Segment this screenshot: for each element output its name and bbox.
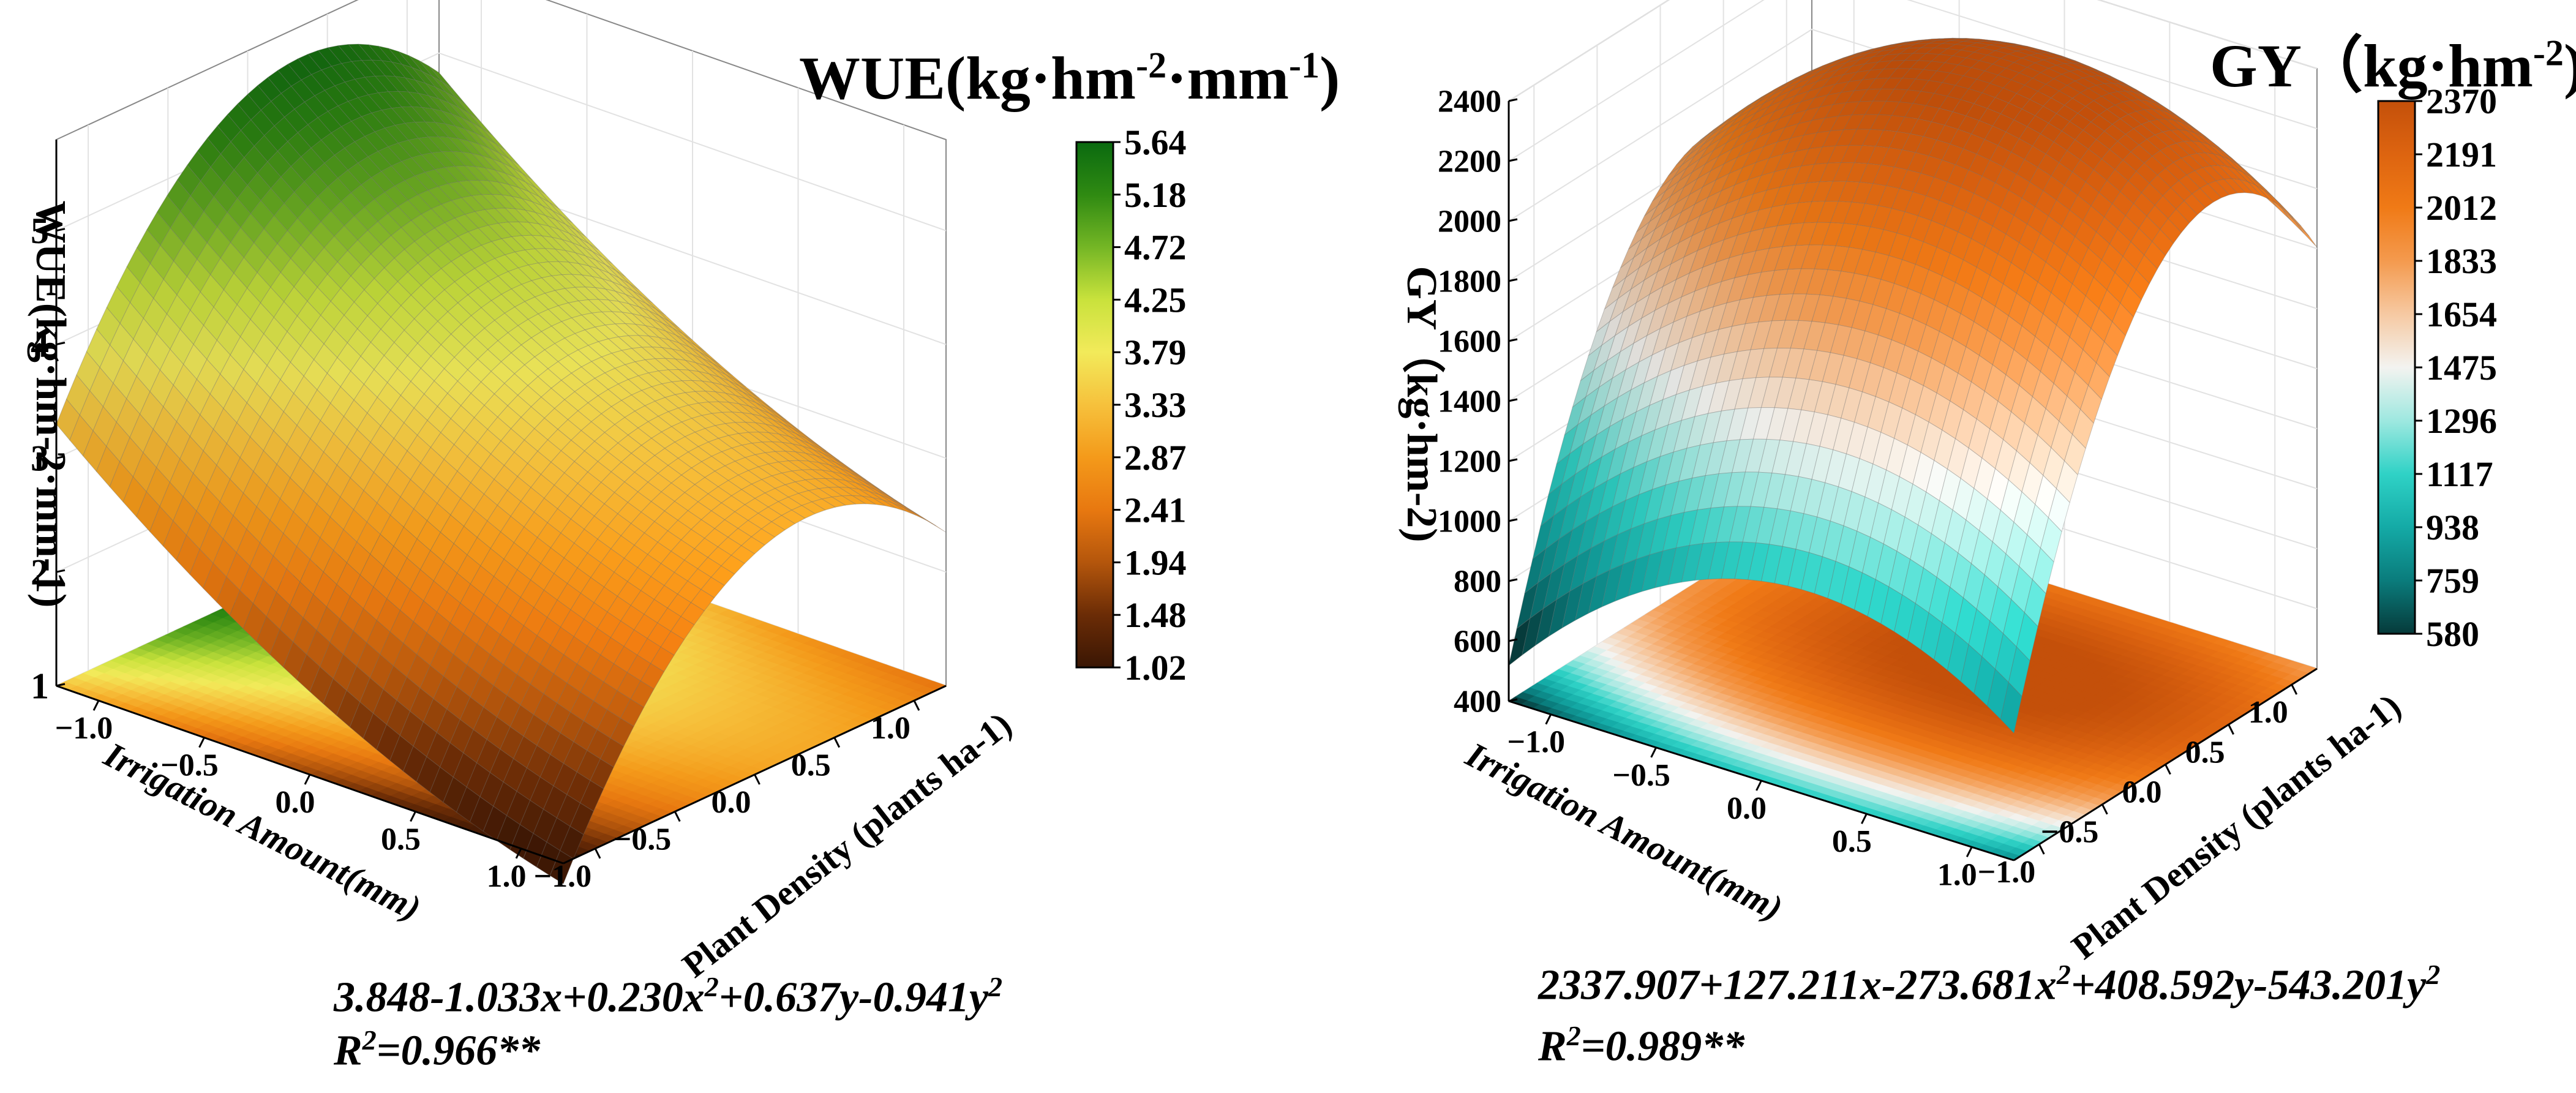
z-tick: [56, 342, 66, 345]
z-tick-label: 5: [31, 211, 49, 251]
surface-cell: [620, 698, 645, 727]
colorbar-tick-label: 2.87: [1124, 438, 1187, 478]
surface-cell: [579, 779, 604, 812]
x-tick: [198, 737, 205, 748]
y-tick: [754, 774, 760, 785]
y-tick-label: −1.0: [533, 859, 591, 894]
y-tick-label: −0.5: [614, 822, 672, 857]
z-gridline: [1508, 0, 2318, 162]
z-tick: [56, 455, 66, 459]
gy-surface-plot: 4006008001000120014001600180020002200240…: [1398, 0, 2497, 967]
colorbar-tick-label: 1.02: [1124, 648, 1187, 688]
colorbar-tick-label: 3.79: [1124, 332, 1187, 372]
z-tick-label: 1: [31, 666, 49, 706]
y-tick: [674, 811, 681, 822]
x-tick-label: 0.0: [276, 785, 315, 820]
y-tick-label: 0.0: [712, 785, 751, 820]
surface-cell: [660, 631, 685, 656]
colorbar-tick-label: 3.33: [1124, 385, 1187, 425]
y-tick: [913, 700, 920, 711]
colorbar-tick-label: 5.18: [1124, 175, 1187, 215]
surface-cell: [670, 616, 695, 640]
wue-panel: 1 2 3 4 5 −1.0 −0.5 0.0 0.5 1.0 −1.0 −0.5 0.0 0.5 1.0 W…: [27, 0, 1340, 1075]
surface-cell: [630, 680, 655, 708]
colorbar: 5.64 5.18 4.72 4.25 3.79 3.33 2.87 2.41 1.94 1.48…: [1075, 122, 1187, 688]
z-tick: [56, 569, 66, 573]
z-tick: [56, 228, 66, 232]
colorbar-ramp: [1075, 141, 1114, 669]
colorbar-tick-label: 1.48: [1124, 595, 1187, 635]
gy-panel: 400 600 800 1000 1200 1400 1600 1800 2000 2200 240…: [1288, 0, 2576, 1093]
surface-cell: [610, 718, 634, 747]
response-surface: [56, 43, 947, 885]
x-tick: [92, 700, 100, 711]
surface-cell: [590, 758, 614, 789]
x-tick: [410, 811, 416, 822]
y-tick-label: 1.0: [871, 711, 911, 746]
colorbar-tick-label: 2.41: [1124, 490, 1187, 530]
colorbar-tick-label: 4.72: [1124, 228, 1187, 268]
x-ticks: −1.0 −0.5 0.0 0.5 1.0: [55, 700, 527, 894]
surface-cell: [650, 646, 675, 672]
surface-cell: [560, 825, 584, 860]
y-tick: [594, 848, 601, 859]
colorbar-tick-label: 1.94: [1124, 543, 1187, 582]
z-axis-label: WUE(kg·hm-2·mm-1): [27, 201, 74, 608]
z-tick: [56, 683, 66, 687]
y-tick: [833, 737, 841, 748]
wue-r-squared: R2=0.966**: [334, 1024, 541, 1075]
y-tick-label: 0.5: [791, 748, 831, 783]
z-gridline: [1508, 0, 2318, 102]
x-tick: [515, 848, 522, 859]
wue-colorbar-title: WUE(kg·hm-2·mm-1): [799, 44, 1340, 112]
z-tick-label: 3: [31, 438, 49, 479]
x-tick-label: −1.0: [55, 711, 113, 746]
x-tick-label: 1.0: [487, 859, 527, 894]
x-tick-label: 0.5: [381, 822, 421, 857]
x-tick-label: −0.5: [160, 748, 219, 783]
z-tick-label: 4: [31, 325, 49, 365]
z-tick-label: 2: [31, 552, 49, 593]
surface-cell: [569, 802, 594, 835]
colorbar-tick-label: 5.64: [1124, 122, 1187, 162]
z-ticks: 1 2 3 4 5: [31, 211, 66, 706]
x-tick: [304, 774, 311, 785]
y-ticks: −1.0 −0.5 0.0 0.5 1.0: [533, 700, 920, 894]
wue-regression-equation: 3.848-1.033x+0.230x2+0.637y-0.941y2: [334, 971, 1003, 1021]
surface-cell: [599, 737, 625, 768]
colorbar-tick-label: 4.25: [1124, 280, 1187, 320]
